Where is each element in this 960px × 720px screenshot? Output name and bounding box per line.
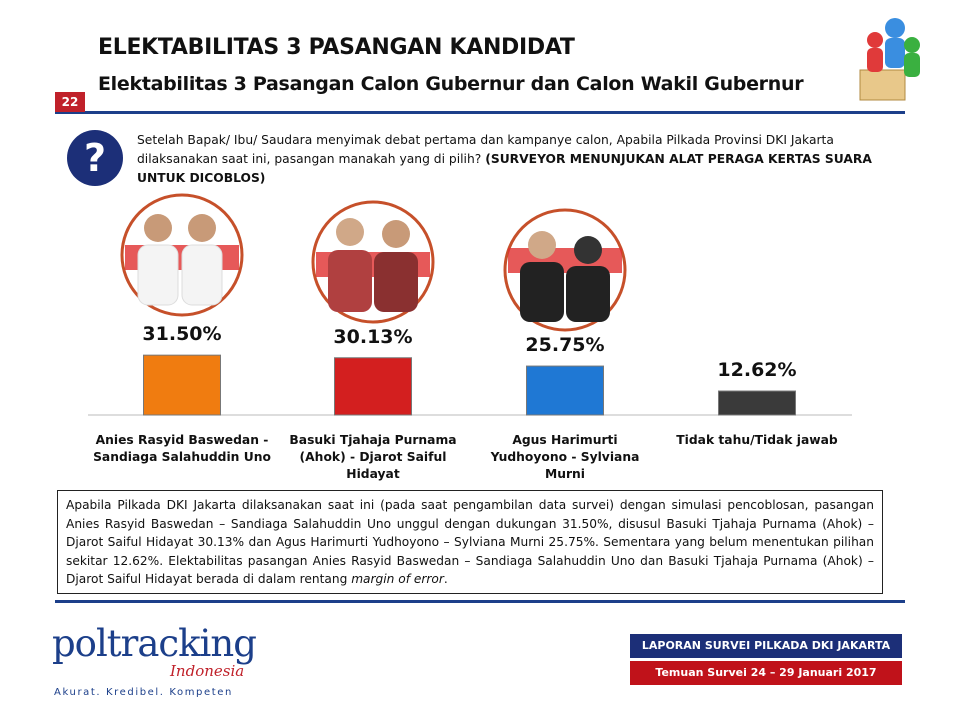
photo-1 — [120, 193, 244, 317]
value-label: 31.50% — [142, 323, 222, 346]
summary: Apabila Pilkada DKI Jakarta dilaksanakan… — [57, 490, 883, 594]
question: Setelah Bapak/ Ibu/ Saudara menyimak deb… — [137, 131, 877, 188]
photo-2 — [311, 200, 435, 324]
question-note: (SURVEYOR MENUNJUKAN ALAT PERAGA KERTAS … — [137, 152, 872, 185]
category-label: Agus Harimurti Yudhoyono - Sylviana Murn… — [490, 433, 640, 481]
bar — [718, 390, 796, 416]
category-label: Basuki Tjahaja Purnama (Ahok) - Djarot S… — [289, 433, 457, 481]
footer-period: Temuan Survei 24 – 29 Januari 2017 — [630, 661, 902, 685]
question-icon — [67, 130, 123, 186]
footer-rule — [55, 600, 905, 603]
question-text: Setelah Bapak/ Ibu/ Saudara menyimak deb… — [137, 133, 834, 166]
bar — [526, 365, 604, 416]
category-label: Anies Rasyid Baswedan - Sandiaga Salahud… — [93, 433, 271, 464]
photo-3 — [503, 208, 627, 332]
logo: poltracking — [52, 622, 257, 665]
slide-number: 22 — [55, 92, 85, 112]
value-label: 30.13% — [333, 325, 413, 348]
summary-text: Apabila Pilkada DKI Jakarta dilaksanakan… — [66, 498, 874, 587]
logo-sub: Indonesia — [170, 662, 245, 680]
value-label: 25.75% — [525, 334, 605, 357]
question-mark: ? — [84, 136, 106, 180]
value-label: 12.62% — [717, 359, 797, 382]
footer-report: LAPORAN SURVEI PILKADA DKI JAKARTA — [630, 634, 902, 658]
category-label: Tidak tahu/Tidak jawab — [676, 433, 838, 447]
bar — [143, 354, 221, 416]
bar — [334, 357, 412, 416]
subtitle: Elektabilitas 3 Pasangan Calon Gubernur … — [98, 73, 804, 95]
title: ELEKTABILITAS 3 PASANGAN KANDIDAT — [98, 35, 575, 60]
tagline: Akurat. Kredibel. Kompeten — [54, 687, 233, 698]
summary-italic: margin of error — [351, 572, 444, 587]
header-rule — [55, 111, 905, 114]
voting-icon — [859, 18, 920, 101]
summary-end: . — [443, 572, 448, 587]
